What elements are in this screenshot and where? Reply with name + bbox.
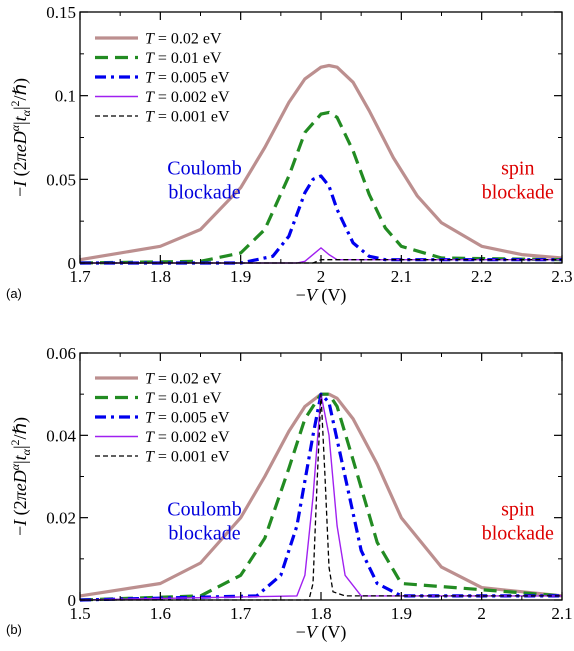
pa-annotation-coulomb-blockade: Coulomb blockade [167,157,241,203]
pb-x-tick-label: 1.5 [69,604,90,623]
pb-annotation-coulomb-blockade: Coulomb blockade [167,499,241,545]
pb-x-tick-label: 1.8 [310,604,331,623]
pb-y-tick-label: 0.06 [46,344,76,363]
pb-legend-label-0: T = 0.02 eV [145,371,222,388]
pa-legend-label-2: T = 0.005 eV [145,70,230,87]
pa-series-line-2 [80,174,562,265]
pa-x-tick-label: 2 [317,267,326,286]
pa-y-tick-label: 0.05 [46,170,76,189]
pb-annotation-spin-blockade: spin blockade [482,499,554,545]
pa-annotation-spin-blockade: spin blockade [482,157,554,203]
pb-series-line-3 [79,393,562,601]
pa-legend-label-4: T = 0.001 eV [145,109,230,126]
pb-x-tick-label: 1.6 [150,604,171,623]
pa-legend-label-3: T = 0.002 eV [145,89,230,106]
pa-y-tick-label: 0.1 [55,87,76,106]
pa-x-tick-label: 1.8 [150,267,171,286]
chart-panel-a: 1.7 1.8 1.9 2 2.1 2.2 2.3 0 0.05 0.1 0.15 −V (V) −I … [6,3,573,306]
pa-legend-label-1: T = 0.01 eV [145,50,222,67]
pb-legend-label-2: T = 0.005 eV [145,410,230,427]
pa-x-tick-label: 2.3 [551,267,572,286]
pb-x-axis-label: −V (V) [296,622,347,643]
pb-y-axis-label: −I (2πeDα|tα|2/ℏ) [8,417,33,536]
pb-x-tick-label: 1.7 [230,604,252,623]
pb-y-tick-label: 0.04 [46,426,76,445]
pb-legend-label-4: T = 0.001 eV [145,449,230,466]
pb-legend-label-1: T = 0.01 eV [145,390,222,407]
pa-series-line-0 [79,63,563,262]
chart-panel-b: 1.5 1.6 1.7 1.8 1.9 2 2.1 0 0.02 0.04 0.06 −V (V) −I… [6,344,573,643]
pa-x-tick-label: 1.9 [230,267,251,286]
pa-panel-tag: (a) [6,286,22,301]
pa-x-tick-label: 2.1 [391,267,412,286]
pb-x-tick-label: 2.1 [551,604,572,623]
pa-y-tick-label: 0.15 [46,3,76,22]
pb-series-line-2 [79,392,562,602]
pb-x-tick-label: 2 [477,604,486,623]
pa-x-axis-label: −V (V) [296,285,347,306]
pa-x-tick-label: 1.7 [69,267,91,286]
pa-y-tick-label: 0 [68,254,77,273]
pa-legend-label-0: T = 0.02 eV [145,31,222,48]
pa-x-tick-label: 2.2 [471,267,492,286]
pb-y-tick-label: 0 [68,591,77,610]
pb-series-line-4 [80,393,562,601]
pb-x-tick-label: 1.9 [391,604,412,623]
pb-y-tick-label: 0.02 [46,509,76,528]
pb-panel-tag: (b) [6,622,22,637]
pa-y-axis-label: −I (2πeDα|tα|2/ℏ) [8,78,33,197]
pb-legend-label-3: T = 0.002 eV [145,429,230,446]
pa-series-line-1 [79,110,563,265]
